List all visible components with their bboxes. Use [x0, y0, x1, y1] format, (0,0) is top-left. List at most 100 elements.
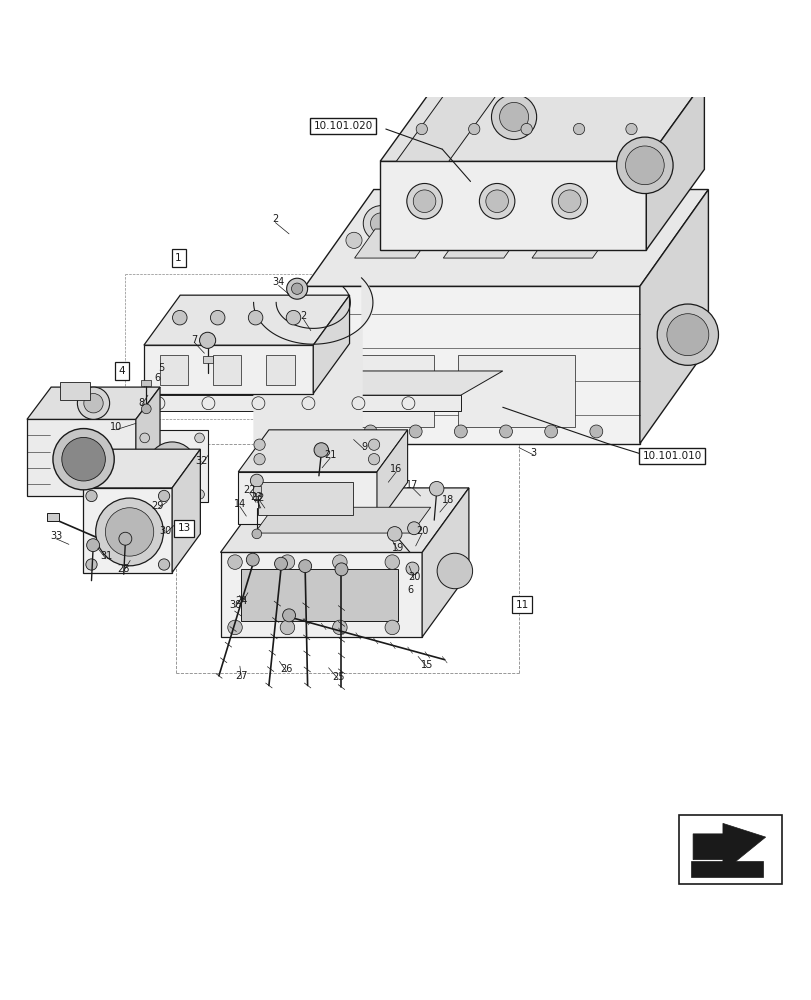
- Circle shape: [319, 425, 332, 438]
- Circle shape: [118, 532, 131, 545]
- Circle shape: [228, 555, 242, 569]
- Polygon shape: [84, 488, 172, 573]
- Circle shape: [499, 102, 528, 131]
- Circle shape: [282, 609, 295, 622]
- Text: 12: 12: [253, 493, 265, 503]
- Text: 9: 9: [361, 442, 367, 452]
- Text: 30: 30: [159, 526, 172, 536]
- Text: 7: 7: [191, 335, 198, 345]
- Circle shape: [139, 433, 149, 443]
- Bar: [118, 544, 128, 551]
- Circle shape: [544, 425, 557, 438]
- Polygon shape: [138, 371, 502, 395]
- Circle shape: [96, 498, 163, 566]
- Text: 30: 30: [229, 600, 241, 610]
- Polygon shape: [639, 190, 707, 444]
- Circle shape: [87, 539, 100, 552]
- Polygon shape: [238, 430, 407, 472]
- Polygon shape: [354, 229, 435, 258]
- Circle shape: [485, 190, 508, 213]
- Circle shape: [422, 232, 438, 248]
- Text: 32: 32: [195, 456, 207, 466]
- Polygon shape: [238, 472, 376, 524]
- Circle shape: [345, 232, 362, 248]
- Polygon shape: [693, 823, 765, 872]
- Text: 27: 27: [235, 671, 247, 681]
- Polygon shape: [27, 387, 160, 419]
- Circle shape: [314, 443, 328, 457]
- Bar: [266, 355, 294, 385]
- Text: 22: 22: [243, 485, 255, 495]
- Circle shape: [454, 425, 466, 438]
- Circle shape: [625, 123, 637, 135]
- Polygon shape: [376, 430, 407, 524]
- Polygon shape: [136, 430, 208, 502]
- Bar: [678, 815, 781, 884]
- Text: 8: 8: [138, 398, 144, 408]
- Polygon shape: [138, 395, 461, 411]
- Circle shape: [291, 283, 303, 294]
- Circle shape: [551, 183, 586, 219]
- Circle shape: [478, 183, 514, 219]
- Bar: [160, 355, 188, 385]
- Circle shape: [387, 527, 401, 541]
- Circle shape: [254, 454, 265, 465]
- Circle shape: [363, 425, 376, 438]
- Circle shape: [139, 490, 149, 499]
- Text: 10.101.020: 10.101.020: [313, 121, 372, 131]
- Text: 18: 18: [441, 495, 453, 505]
- Circle shape: [656, 304, 718, 365]
- Bar: [203, 356, 213, 363]
- Text: 10: 10: [109, 422, 122, 432]
- Circle shape: [363, 206, 398, 241]
- Circle shape: [195, 490, 204, 499]
- Circle shape: [298, 560, 311, 573]
- Circle shape: [406, 562, 418, 575]
- Text: 31: 31: [100, 551, 112, 561]
- Bar: [317, 355, 434, 427]
- Circle shape: [409, 425, 422, 438]
- Bar: [141, 380, 151, 386]
- Text: 3: 3: [530, 448, 536, 458]
- Circle shape: [53, 429, 114, 490]
- Bar: [213, 355, 241, 385]
- Bar: [59, 382, 90, 400]
- Circle shape: [407, 522, 420, 535]
- Circle shape: [286, 278, 307, 299]
- Text: 2: 2: [300, 311, 307, 321]
- Circle shape: [333, 620, 346, 635]
- Text: 16: 16: [390, 464, 402, 474]
- Text: 10.101.010: 10.101.010: [642, 451, 701, 461]
- Text: 20: 20: [415, 526, 427, 536]
- Text: 29: 29: [151, 501, 164, 511]
- Polygon shape: [531, 229, 612, 258]
- Circle shape: [105, 508, 153, 556]
- Circle shape: [286, 310, 300, 325]
- Circle shape: [280, 620, 294, 635]
- Bar: [240, 569, 397, 621]
- Circle shape: [158, 559, 169, 570]
- Text: 1: 1: [175, 253, 182, 263]
- Circle shape: [589, 425, 602, 438]
- Circle shape: [84, 394, 103, 413]
- Circle shape: [384, 620, 399, 635]
- Text: 13: 13: [178, 523, 191, 533]
- Text: 4: 4: [118, 366, 125, 376]
- Circle shape: [86, 490, 97, 502]
- Circle shape: [250, 474, 263, 487]
- Polygon shape: [135, 387, 160, 496]
- Polygon shape: [305, 190, 707, 286]
- Circle shape: [158, 490, 169, 502]
- Polygon shape: [255, 507, 430, 533]
- Circle shape: [200, 332, 216, 348]
- Circle shape: [228, 620, 242, 635]
- Polygon shape: [396, 81, 506, 161]
- Circle shape: [274, 557, 287, 570]
- Circle shape: [77, 387, 109, 419]
- Circle shape: [468, 123, 479, 135]
- Text: 25: 25: [332, 672, 344, 682]
- Circle shape: [368, 439, 380, 450]
- Text: 19: 19: [392, 543, 404, 553]
- Polygon shape: [240, 527, 375, 544]
- Circle shape: [406, 183, 442, 219]
